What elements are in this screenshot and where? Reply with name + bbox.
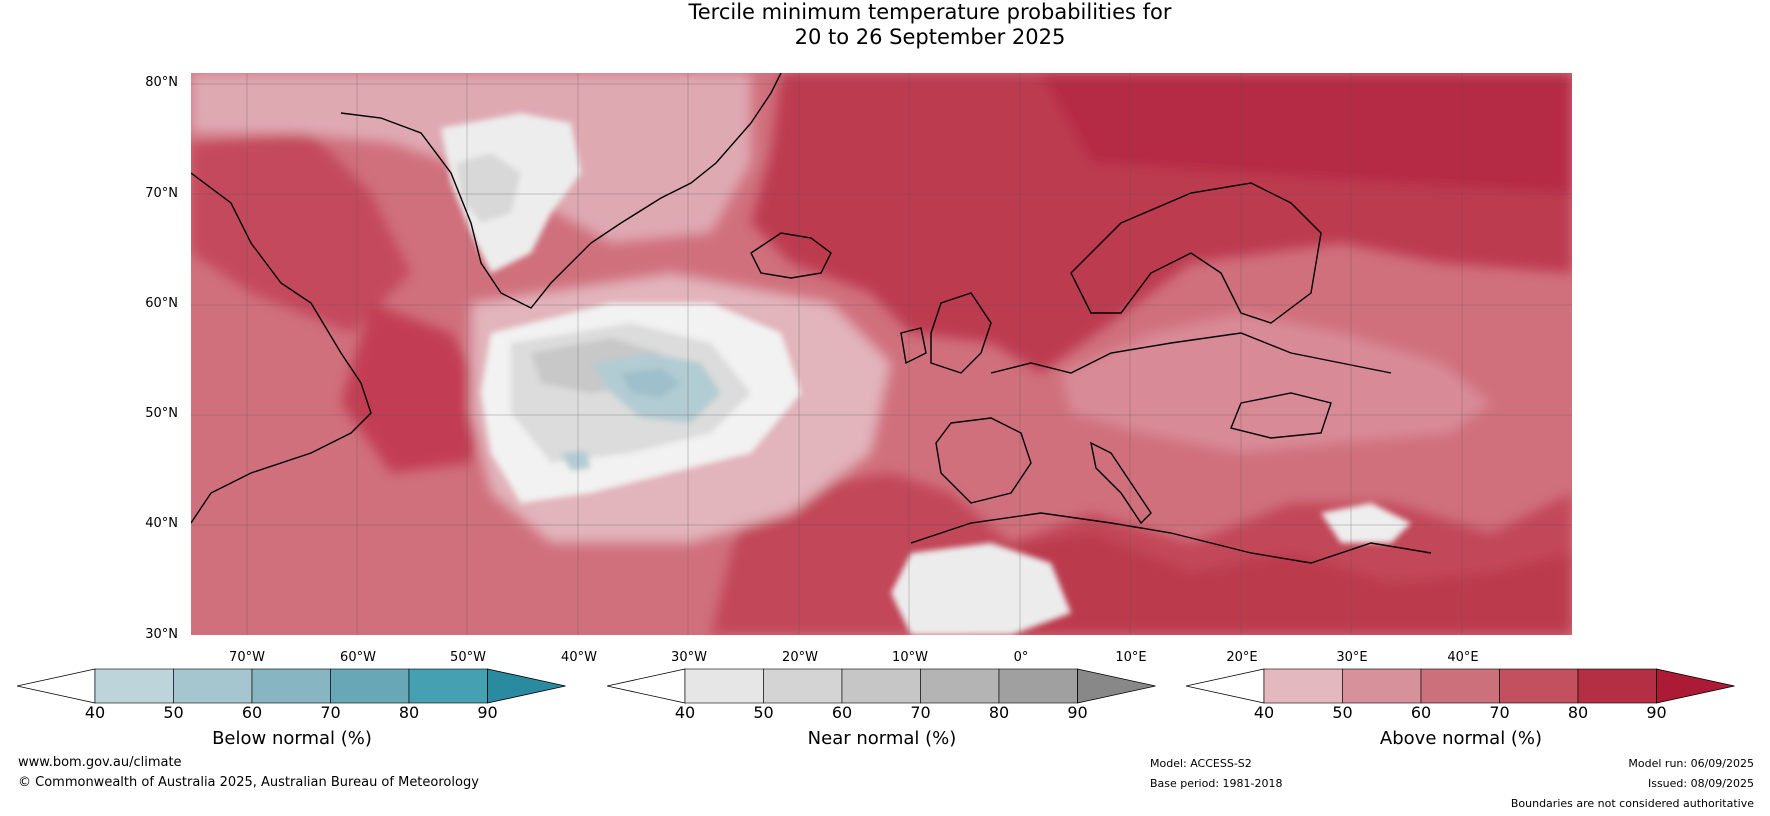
colorbar-below-normal-swatches — [16, 668, 566, 704]
colorbar-near-normal — [606, 668, 1159, 708]
title-line-2: 20 to 26 September 2025 — [794, 25, 1066, 49]
lat-label-30n: 30°N — [145, 627, 178, 642]
colorbar-above-normal-title: Above normal (%) — [1379, 728, 1543, 749]
lon-label-60w: 60°W — [340, 650, 376, 665]
colorbar-swatch — [841, 668, 921, 704]
lon-label-10w: 10°W — [892, 650, 928, 665]
colorbar-swatch — [763, 668, 843, 704]
colorbar-above-normal-swatches — [1185, 668, 1735, 704]
colorbar-tick-label: 40 — [674, 703, 696, 722]
colorbar-tick-label: 50 — [1332, 703, 1353, 722]
lon-label-30w: 30°W — [671, 650, 707, 665]
colorbar-swatch — [94, 668, 174, 704]
colorbar-swatch — [1342, 668, 1422, 704]
colorbar-swatch — [251, 668, 331, 704]
footer-model-run: Model run: 06/09/2025 — [1628, 757, 1754, 770]
probability-map — [191, 73, 1572, 635]
footer-website: www.bom.gov.au/climate — [18, 755, 182, 770]
lon-label-20e: 20°E — [1226, 650, 1258, 665]
lon-label-40w: 40°W — [561, 650, 597, 665]
colorbar-tick-label: 50 — [753, 703, 774, 722]
footer-base-period: Base period: 1981-2018 — [1150, 777, 1283, 790]
footer-boundaries-note: Boundaries are not considered authoritat… — [1510, 797, 1754, 810]
colorbar-tick-label: 90 — [1067, 703, 1088, 722]
lon-label-0: 0° — [1013, 650, 1029, 665]
lat-label-50n: 50°N — [145, 406, 178, 421]
colorbar-high-extension — [487, 668, 566, 704]
map-shading — [191, 73, 1572, 635]
colorbar-tick-label: 40 — [84, 703, 106, 722]
gridlines — [191, 73, 1572, 635]
colorbar-swatch — [330, 668, 410, 704]
lat-label-70n: 70°N — [145, 186, 178, 201]
colorbar-high-extension — [1077, 668, 1156, 704]
lon-label-70w: 70°W — [229, 650, 265, 665]
colorbar-above-normal — [1185, 668, 1738, 708]
footer-model: Model: ACCESS-S2 — [1150, 757, 1252, 770]
colorbar-tick-label: 90 — [1646, 703, 1667, 722]
colorbar-low-extension — [16, 668, 96, 704]
colorbar-tick-label: 60 — [241, 703, 263, 722]
colorbar-tick-label: 70 — [910, 703, 931, 722]
colorbar-swatch — [920, 668, 1000, 704]
colorbar-swatch — [1499, 668, 1579, 704]
colorbar-near-normal-title: Near normal (%) — [807, 728, 957, 749]
lon-label-20w: 20°W — [782, 650, 818, 665]
colorbar-below-normal-title: Below normal (%) — [212, 728, 372, 749]
lon-label-30e: 30°E — [1336, 650, 1368, 665]
colorbar-swatch — [684, 668, 764, 704]
colorbar-tick-label: 70 — [320, 703, 341, 722]
colorbar-near-normal-swatches — [606, 668, 1156, 704]
footer-copyright: © Commonwealth of Australia 2025, Austra… — [18, 775, 479, 790]
lat-label-60n: 60°N — [145, 296, 178, 311]
colorbar-low-extension — [606, 668, 686, 704]
footer-issued: Issued: 08/09/2025 — [1647, 777, 1754, 790]
colorbar-swatch — [1577, 668, 1657, 704]
lat-label-40n: 40°N — [145, 516, 178, 531]
colorbar-swatch — [408, 668, 488, 704]
colorbar-swatch — [1420, 668, 1500, 704]
colorbar-below-normal — [16, 668, 569, 708]
colorbar-tick-label: 40 — [1253, 703, 1275, 722]
lon-label-50w: 50°W — [450, 650, 486, 665]
title-line-1: Tercile minimum temperature probabilitie… — [688, 0, 1172, 24]
colorbar-tick-label: 80 — [988, 703, 1010, 722]
colorbar-tick-label: 60 — [1410, 703, 1432, 722]
lon-label-10e: 10°E — [1115, 650, 1147, 665]
colorbar-high-extension — [1656, 668, 1735, 704]
colorbar-tick-label: 80 — [1567, 703, 1589, 722]
chart-title: Tercile minimum temperature probabilitie… — [0, 0, 1770, 50]
colorbar-swatch — [998, 668, 1078, 704]
colorbar-tick-label: 80 — [398, 703, 420, 722]
colorbar-swatch — [173, 668, 253, 704]
lon-label-40e: 40°E — [1447, 650, 1479, 665]
colorbar-tick-label: 70 — [1489, 703, 1510, 722]
colorbar-tick-label: 50 — [163, 703, 184, 722]
colorbar-low-extension — [1185, 668, 1265, 704]
colorbar-tick-label: 90 — [477, 703, 498, 722]
lat-label-80n: 80°N — [145, 75, 178, 90]
colorbar-tick-label: 60 — [831, 703, 853, 722]
colorbar-swatch — [1263, 668, 1343, 704]
